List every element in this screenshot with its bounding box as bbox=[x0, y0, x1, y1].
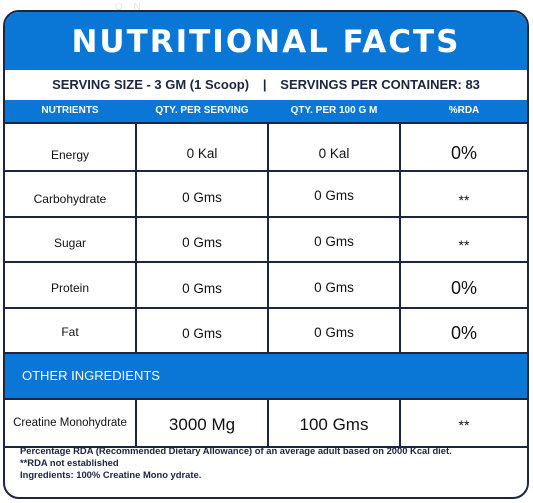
serving-separator: | bbox=[262, 77, 267, 92]
row-divider bbox=[5, 122, 527, 124]
nutrition-facts-panel: NUTRITIONAL FACTS SERVING SIZE - 3 GM (1… bbox=[3, 10, 529, 499]
ingredient-name: Creatine Monohydrate bbox=[13, 417, 127, 429]
ingredient-per-serving: 3000 Mg bbox=[168, 415, 236, 434]
ingredient-rda: ** bbox=[458, 417, 470, 433]
fat-per-100g: 0 Gms bbox=[314, 325, 354, 340]
title-bar bbox=[5, 12, 527, 70]
nutrient-name-fat: Fat bbox=[61, 325, 79, 339]
row-divider bbox=[5, 352, 527, 354]
row-divider bbox=[5, 398, 527, 400]
other-ingredients-band bbox=[5, 354, 527, 398]
nutrient-name-carbohydrate: Carbohydrate bbox=[33, 192, 107, 206]
column-divider bbox=[135, 398, 137, 448]
row-divider bbox=[5, 446, 527, 448]
carbohydrate-per-100g: 0 Gms bbox=[314, 188, 354, 203]
watermark-text: O N bbox=[115, 2, 145, 13]
footer-notes: Percentage RDA (Recommended Dietary Allo… bbox=[20, 445, 520, 481]
col-header-nutrients: NUTRIENTS bbox=[41, 105, 99, 116]
sugar-per-serving: 0 Gms bbox=[182, 235, 222, 250]
nutrient-name-sugar: Sugar bbox=[53, 236, 87, 250]
carbohydrate-rda: ** bbox=[458, 192, 470, 208]
protein-per-100g: 0 Gms bbox=[314, 280, 354, 295]
carbohydrate-per-serving: 0 Gms bbox=[182, 190, 222, 205]
serving-size: SERVING SIZE - 3 GM (1 Scoop) bbox=[52, 77, 250, 92]
footer-ingredients: Ingredients: 100% Creatine Mono ydrate. bbox=[20, 469, 202, 480]
page-title: NUTRITIONAL FACTS bbox=[71, 24, 461, 60]
column-header-row: NUTRIENTS QTY. PER SERVING QTY. PER 100 … bbox=[5, 100, 527, 122]
protein-rda: 0% bbox=[450, 278, 477, 298]
row-divider bbox=[5, 170, 527, 172]
col-header-rda: %RDA bbox=[448, 105, 480, 116]
column-divider bbox=[135, 122, 137, 354]
row-divider bbox=[5, 216, 527, 218]
col-header-per-100g: QTY. PER 100 G M bbox=[290, 105, 378, 116]
nutrient-name-protein: Protein bbox=[50, 281, 90, 295]
col-header-per-serving: QTY. PER SERVING bbox=[155, 105, 249, 116]
row-divider bbox=[5, 307, 527, 309]
other-ingredients-label: OTHER INGREDIENTS bbox=[22, 368, 160, 383]
nutrient-name-energy: Energy bbox=[50, 148, 90, 162]
energy-rda: 0% bbox=[450, 143, 477, 163]
serving-info: SERVING SIZE - 3 GM (1 Scoop) | SERVINGS… bbox=[5, 70, 527, 100]
sugar-rda: ** bbox=[458, 237, 470, 253]
footer-rda-note: Percentage RDA (Recommended Dietary Allo… bbox=[20, 445, 452, 456]
column-divider bbox=[267, 122, 269, 354]
sugar-per-100g: 0 Gms bbox=[314, 234, 354, 249]
column-divider bbox=[399, 122, 401, 354]
column-divider bbox=[267, 398, 269, 448]
footer-rda-not-established: **RDA not established bbox=[20, 457, 119, 468]
energy-per-serving: 0 Kal bbox=[186, 146, 218, 161]
protein-per-serving: 0 Gms bbox=[182, 281, 222, 296]
fat-per-serving: 0 Gms bbox=[182, 326, 222, 341]
column-divider bbox=[399, 398, 401, 448]
energy-per-100g: 0 Kal bbox=[318, 146, 350, 161]
row-divider bbox=[5, 261, 527, 263]
servings-per-container: SERVINGS PER CONTAINER: 83 bbox=[280, 77, 480, 92]
fat-rda: 0% bbox=[450, 323, 477, 343]
ingredient-per-100g: 100 Gms bbox=[299, 415, 369, 434]
